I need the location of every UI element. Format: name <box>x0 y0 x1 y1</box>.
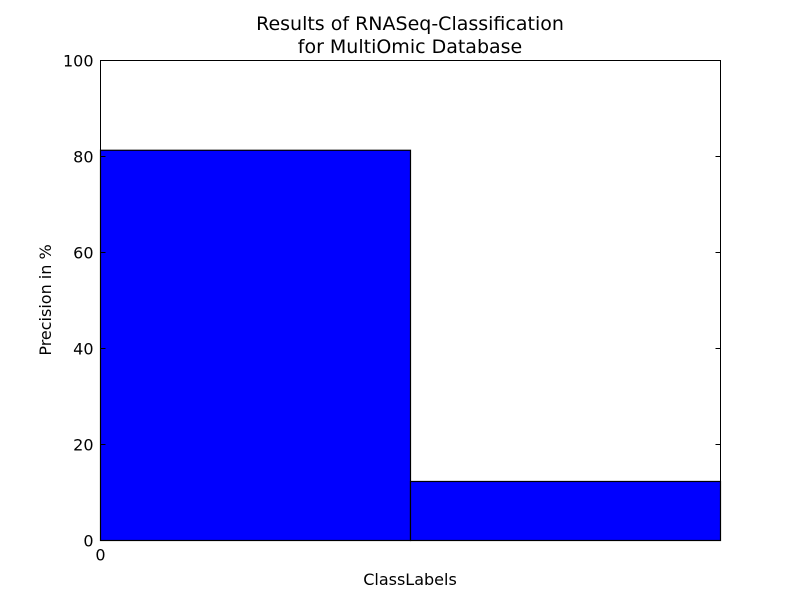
x-axis-label: ClassLabels <box>363 570 457 589</box>
x-tick-label-0: 0 <box>95 546 105 565</box>
y-tick-label-80: 80 <box>73 148 93 167</box>
y-tick-label-100: 100 <box>63 52 94 71</box>
y-tick-label-60: 60 <box>73 244 93 263</box>
bar-group <box>99 149 722 542</box>
y-axis-label: Precision in % <box>36 244 55 355</box>
y-tick-label-20: 20 <box>73 436 93 455</box>
y-tick-label-0: 0 <box>83 532 93 551</box>
bar-2 <box>409 480 722 542</box>
y-tick-label-40: 40 <box>73 340 93 359</box>
plot-frame <box>100 60 721 541</box>
bar-1 <box>99 149 412 542</box>
chart-title-line-2: for MultiOmic Database <box>298 36 523 58</box>
chart-title-line-1: Results of RNASeq-Classification <box>256 13 564 35</box>
